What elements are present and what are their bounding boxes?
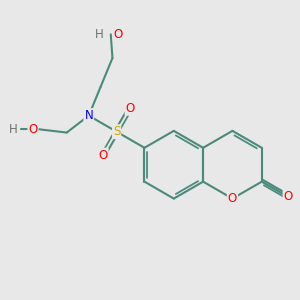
Text: H: H — [9, 123, 18, 136]
Text: O: O — [125, 102, 135, 115]
Text: O: O — [98, 149, 108, 162]
Text: S: S — [113, 125, 120, 138]
Text: N: N — [84, 109, 93, 122]
Text: O: O — [284, 190, 293, 203]
Text: O: O — [114, 28, 123, 41]
Text: O: O — [28, 123, 38, 136]
Text: H: H — [95, 28, 103, 41]
Text: O: O — [228, 192, 237, 205]
